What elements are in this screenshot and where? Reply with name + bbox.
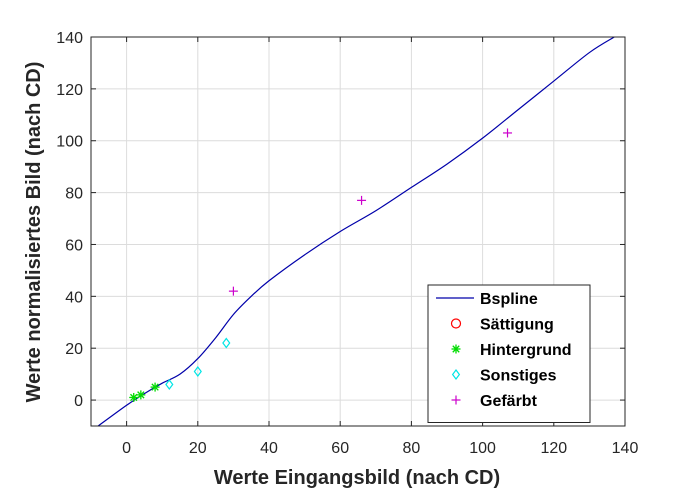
y-tick-label: 80 (65, 186, 83, 203)
data-point-sonstiges (222, 337, 231, 349)
y-tick-label: 120 (56, 82, 83, 99)
y-tick-label: 100 (56, 134, 83, 151)
legend-swatch-gef-rbt (451, 395, 461, 405)
x-tick-label: 100 (469, 440, 496, 457)
y-tick-label: 60 (65, 237, 83, 254)
data-point-sonstiges (193, 366, 202, 378)
y-tick-label: 140 (56, 30, 83, 47)
x-tick-label: 20 (189, 440, 207, 457)
series-line-bspline (97, 37, 615, 426)
data-point-sonstiges (165, 379, 174, 391)
x-axis-label: Werte Eingangsbild (nach CD) (214, 467, 500, 489)
legend-label-bspline: Bspline (480, 291, 538, 308)
x-tick-label: 120 (540, 440, 567, 457)
legend-swatch-s-ttigung (450, 318, 462, 329)
legend-swatch-hintergrund (451, 344, 461, 354)
x-tick-label: 0 (122, 440, 131, 457)
y-tick-label: 0 (74, 393, 83, 410)
tick-labels: 0 20 40 60 80 100 120 140 0 20 40 60 80 100 120 140 (56, 30, 638, 457)
y-tick-label: 20 (65, 341, 83, 358)
legend-label-gef-rbt: Gefärbt (480, 393, 538, 410)
legend-label-sonstiges: Sonstiges (480, 368, 557, 385)
y-axis-label: Werte normalisiertes Bild (nach CD) (23, 62, 45, 403)
legend-swatch-sonstiges (451, 369, 461, 380)
axes (90, 36, 626, 427)
data-point-hintergrund (129, 392, 139, 402)
data-point-gef-rbt (228, 286, 238, 296)
axes-box (90, 36, 626, 427)
x-tick-label: 80 (403, 440, 421, 457)
legend-label-s-ttigung: Sättigung (480, 317, 554, 334)
data-point-hintergrund (150, 382, 160, 392)
plot-area (97, 37, 615, 426)
data-point-gef-rbt (357, 195, 367, 205)
x-tick-label: 140 (612, 440, 639, 457)
legend: Bspline Sättigung Hintergrund Sonstiges Gefä… (427, 284, 591, 423)
legend-label-hintergrund: Hintergrund (480, 342, 572, 359)
data-point-gef-rbt (503, 128, 513, 138)
data-point-hintergrund (136, 390, 146, 400)
x-tick-label: 60 (331, 440, 349, 457)
x-tick-label: 40 (260, 440, 278, 457)
y-tick-label: 40 (65, 289, 83, 306)
